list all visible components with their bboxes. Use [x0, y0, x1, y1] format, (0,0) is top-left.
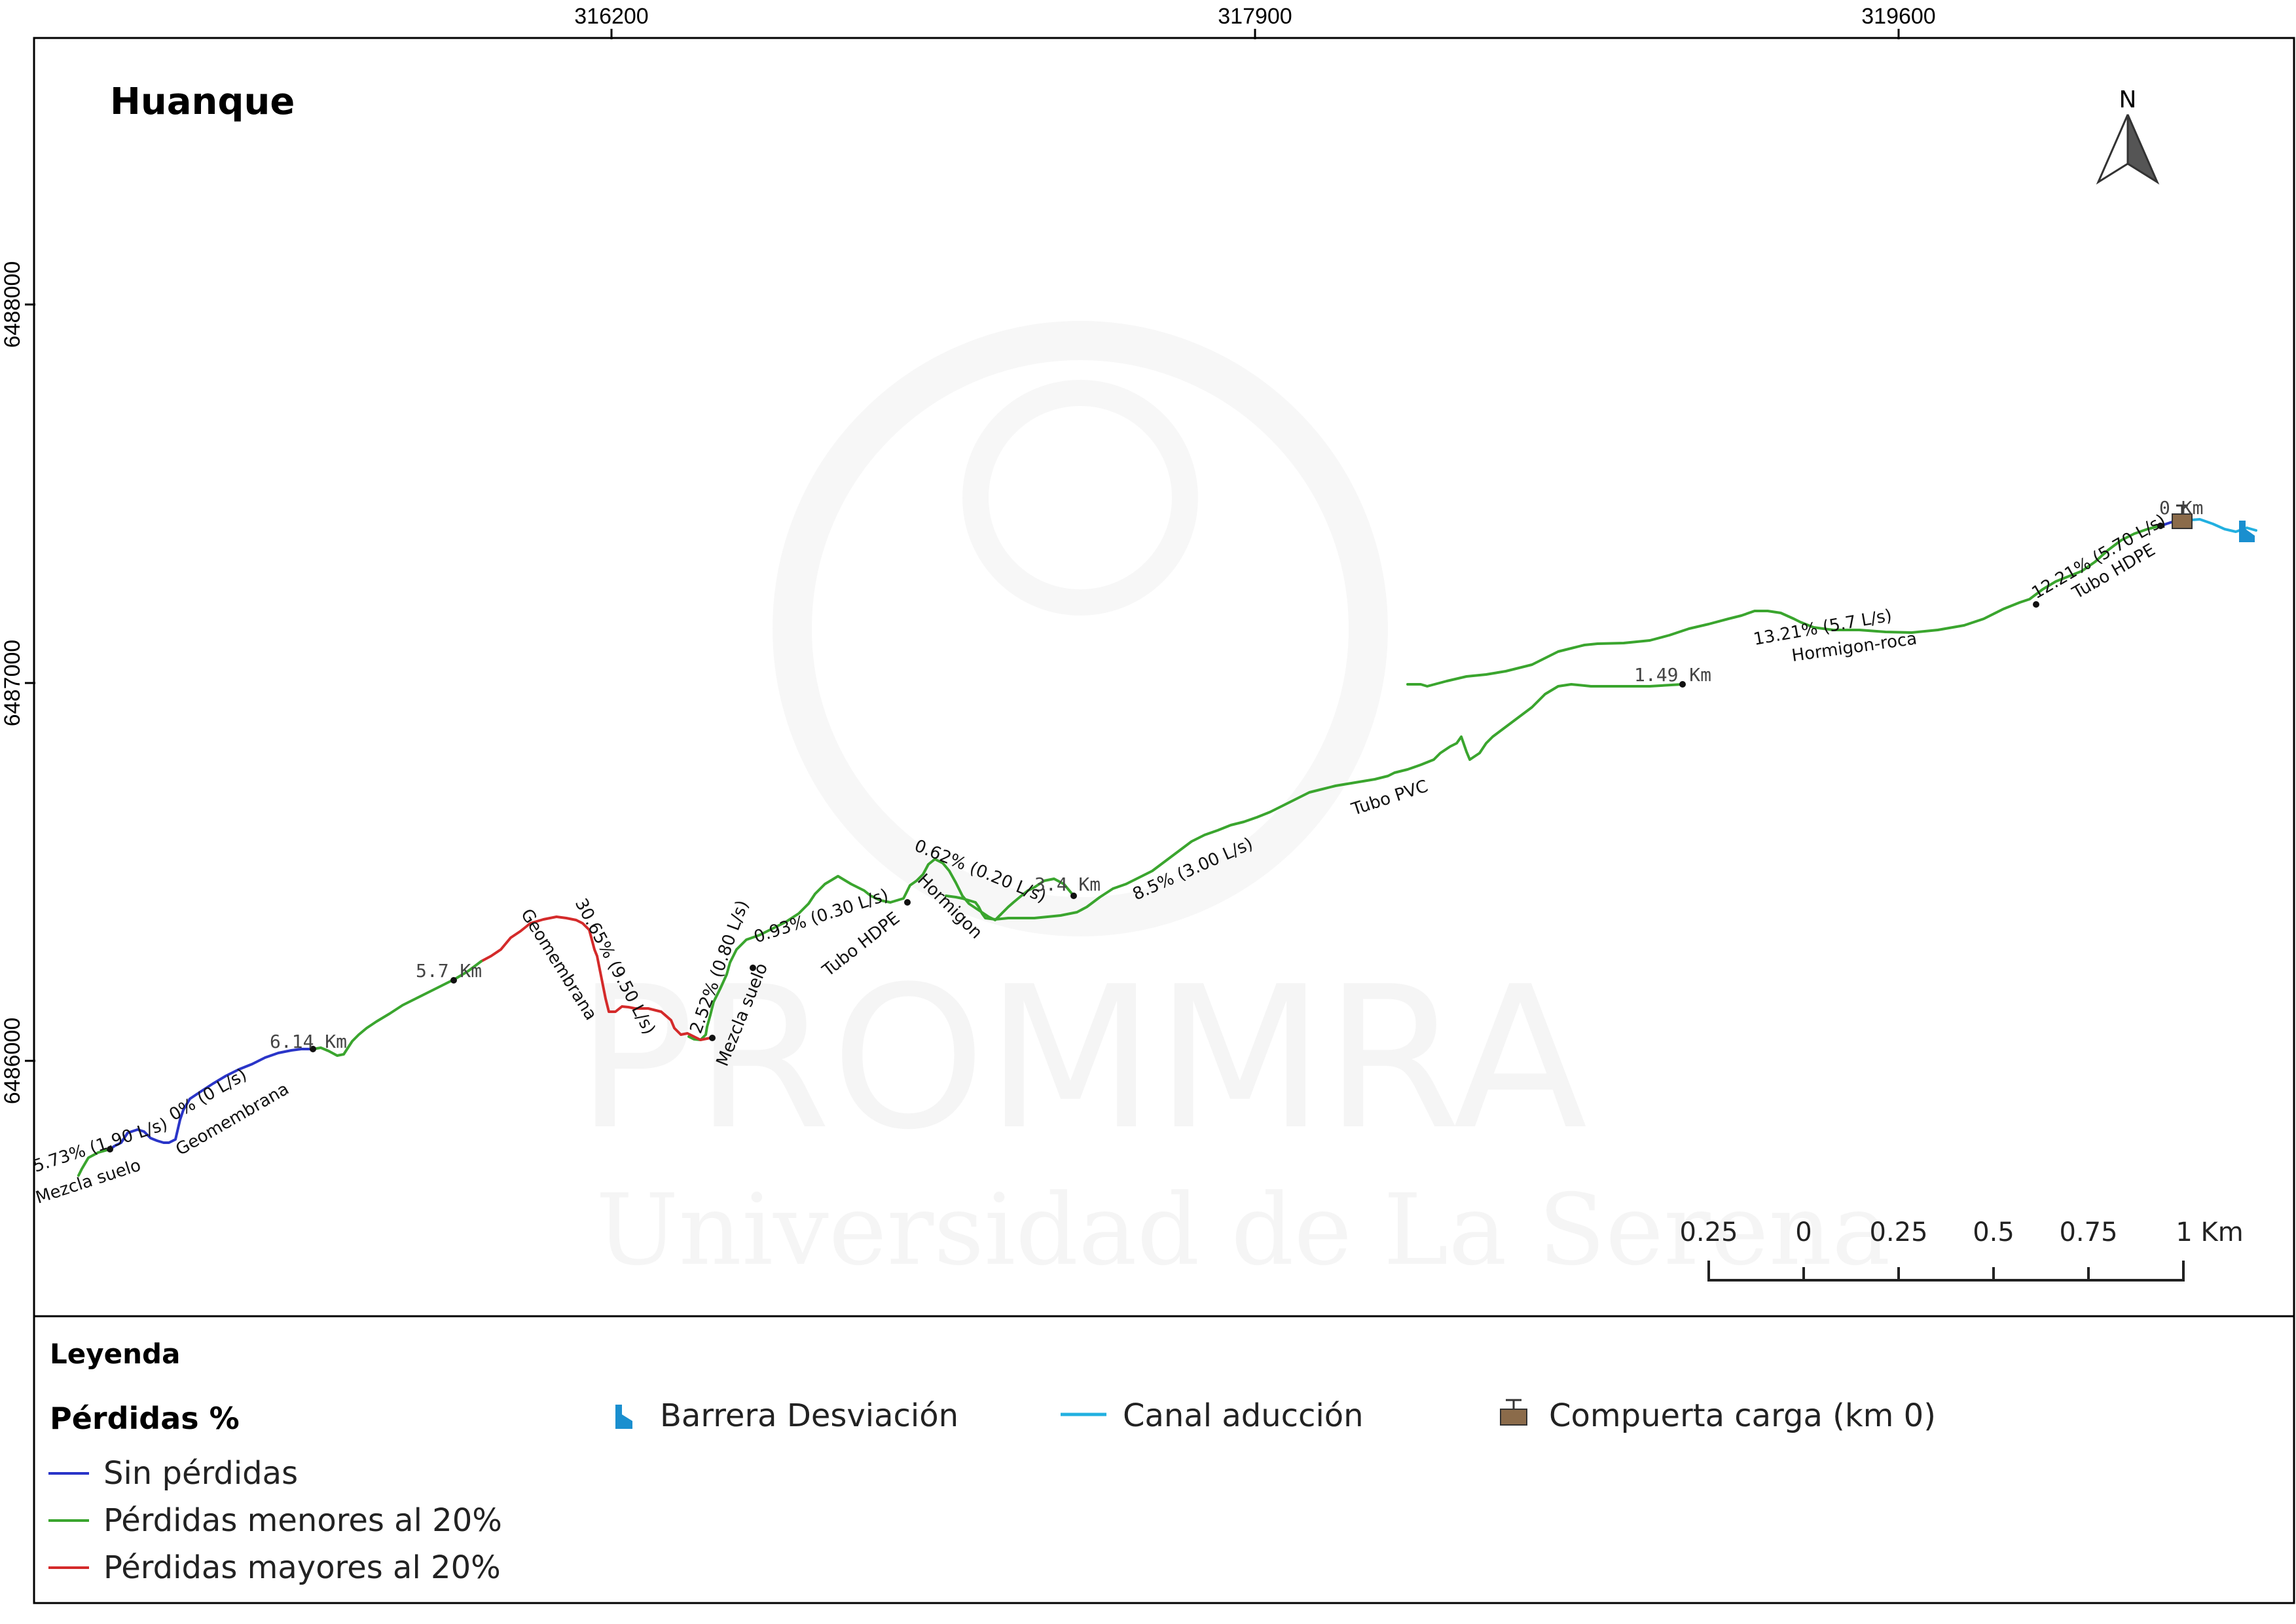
north-label: N: [2119, 86, 2137, 113]
legend-gate-icon: [1500, 1399, 1527, 1426]
minor-loss-segment: [1406, 525, 2162, 688]
legend-canal-label: Canal aducción: [1123, 1397, 1364, 1434]
km-marker: [450, 977, 457, 984]
canal-route: [77, 518, 2257, 1177]
km-marker: [1070, 893, 1077, 899]
legend-losses-title: Pérdidas %: [50, 1401, 240, 1436]
scale-label: 0.25: [1679, 1217, 1738, 1247]
canal-aduccion-line: [2182, 518, 2257, 533]
scale-label: 0: [1795, 1217, 1812, 1247]
x-tick-label: 316200: [574, 4, 648, 29]
scale-label: 1 Km: [2176, 1217, 2243, 1247]
km-marker: [1679, 681, 1686, 688]
legend-frame: [33, 1315, 2295, 1604]
y-tick-label: 6488000: [0, 261, 25, 348]
no-loss-segment: [109, 1048, 314, 1151]
y-tick-label: 6487000: [0, 640, 25, 726]
minor-loss-segment: [687, 858, 1075, 1041]
scale-bar: 0.25 0 0.25 0.5 0.75 1 Km: [1679, 1217, 2244, 1282]
y-coordinate-ticks: 6488000 6487000 6486000: [0, 261, 35, 1104]
material-label: Tubo PVC: [1349, 777, 1430, 820]
km-marker: [904, 899, 911, 906]
scale-label: 0.75: [2059, 1217, 2117, 1247]
km-label: 6.14 Km: [270, 1031, 347, 1052]
legend-no-loss-label: Sin pérdidas: [103, 1455, 298, 1492]
km-marker: [750, 965, 756, 971]
barrera-desviacion-icon: [2239, 521, 2255, 542]
minor-loss-segment: [945, 683, 1684, 921]
km-marker: [2033, 601, 2039, 608]
km-label: 0 Km: [2159, 497, 2203, 519]
legend-minor-loss-label: Pérdidas menores al 20%: [103, 1502, 502, 1539]
scale-label: 0.25: [1869, 1217, 1927, 1247]
km-label: 1.49 Km: [1634, 664, 1711, 686]
km-marker: [107, 1146, 113, 1153]
x-tick-label: 319600: [1861, 4, 1935, 29]
km-label: 5.7 Km: [416, 960, 482, 982]
major-loss-segment: [480, 915, 712, 1041]
km-label: 3.4 Km: [1034, 874, 1101, 895]
legend-title: Leyenda: [50, 1338, 180, 1370]
legend-barrier-icon: [615, 1405, 632, 1429]
compuerta-carga-icon: [2172, 504, 2193, 529]
x-tick-label: 317900: [1218, 4, 1292, 29]
map-title: Huanque: [110, 81, 295, 123]
legend-gate-label: Compuerta carga (km 0): [1549, 1397, 1936, 1434]
km-marker: [2157, 523, 2164, 529]
km-markers: [107, 523, 2164, 1153]
y-tick-label: 6486000: [0, 1018, 25, 1104]
minor-loss-segment: [77, 1148, 111, 1177]
km-marker: [310, 1046, 316, 1052]
legend-barrier-label: Barrera Desviación: [660, 1397, 958, 1434]
legend-major-loss-label: Pérdidas mayores al 20%: [103, 1549, 501, 1586]
legend: Leyenda Pérdidas % Sin pérdidas Pérdidas…: [48, 1338, 1936, 1586]
minor-loss-segment: [312, 960, 483, 1057]
km-marker: [709, 1035, 716, 1041]
watermark: PROMMRA Universidad de La Serena: [576, 341, 1891, 1287]
north-arrow-icon: N: [2096, 86, 2160, 185]
scale-label: 0.5: [1973, 1217, 2014, 1247]
x-coordinate-ticks: 316200 317900 319600: [574, 4, 1936, 39]
